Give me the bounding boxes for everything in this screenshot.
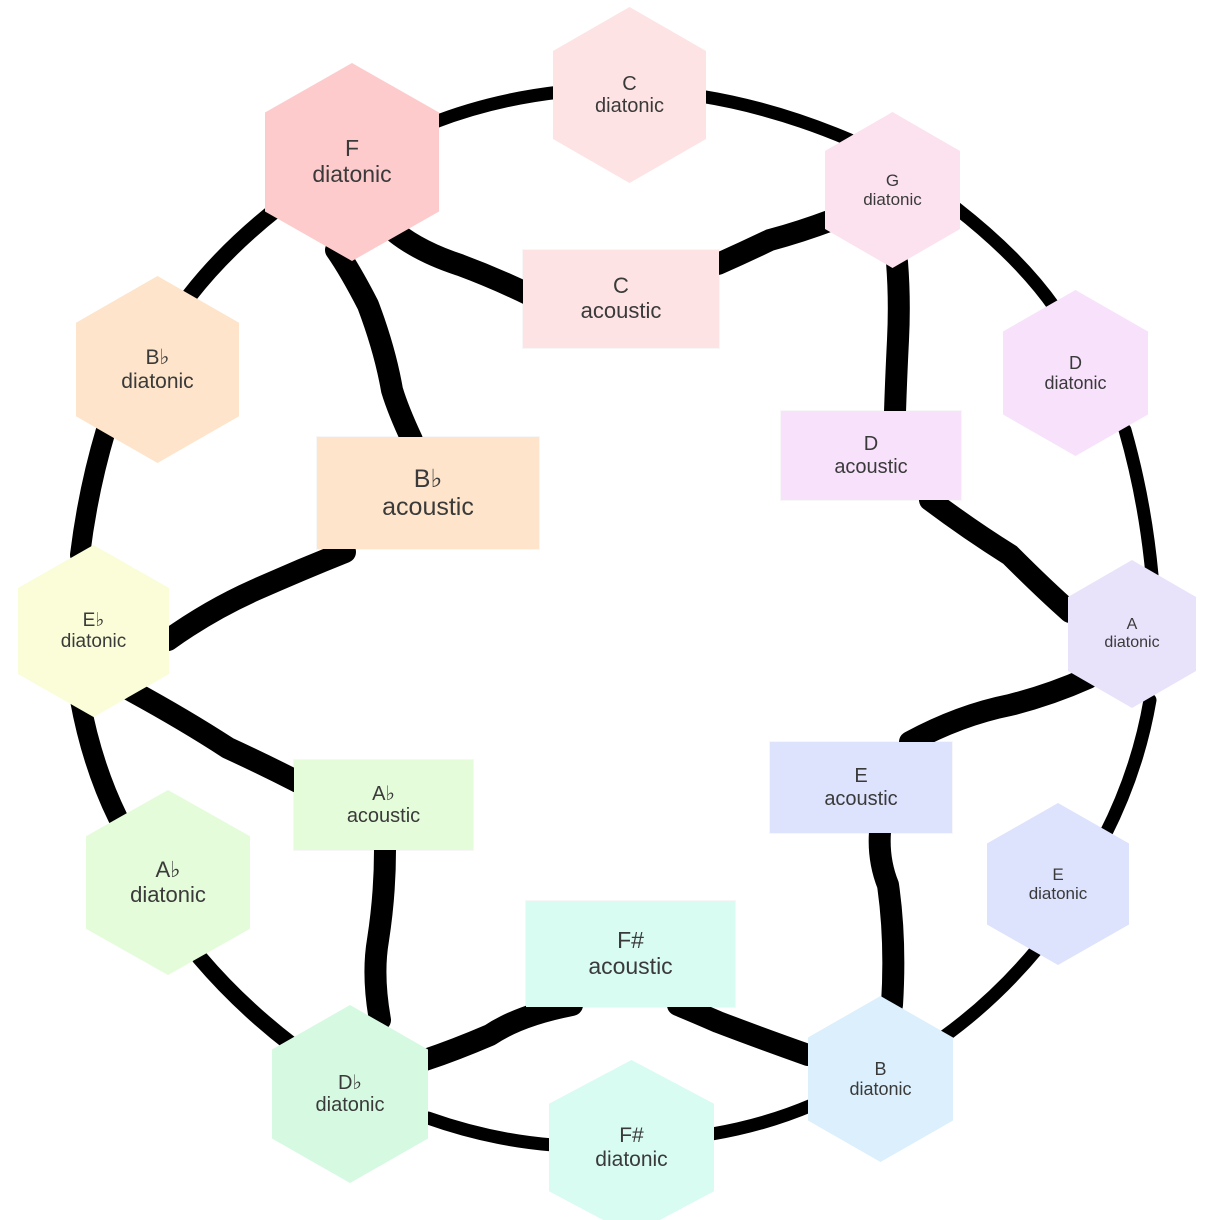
node-fs-acoustic-note: F# bbox=[617, 927, 644, 954]
edge-f-diatonic-c-acoustic bbox=[384, 221, 541, 306]
node-eb-diatonic-note: E♭ bbox=[82, 609, 105, 631]
node-c-diatonic-note: C bbox=[622, 72, 637, 95]
edge-db-diatonic-ab-diatonic bbox=[192, 950, 300, 1053]
node-ab-diatonic-note: A♭ bbox=[155, 856, 181, 882]
node-e-acoustic-kind: acoustic bbox=[824, 787, 898, 810]
edge-b-diatonic-fs-acoustic bbox=[667, 994, 819, 1066]
edge-g-diatonic-d-diatonic bbox=[949, 201, 1062, 315]
node-b-diatonic-kind: diatonic bbox=[849, 1079, 912, 1099]
node-eb-diatonic: E♭ diatonic bbox=[18, 545, 169, 717]
edge-e-acoustic-b-diatonic bbox=[868, 821, 905, 1016]
node-bb-acoustic-note: B♭ bbox=[413, 465, 443, 493]
node-db-diatonic-note: D♭ bbox=[338, 1071, 362, 1094]
node-d-acoustic-kind: acoustic bbox=[834, 455, 908, 478]
edge-a-diatonic-e-acoustic bbox=[899, 667, 1099, 753]
node-db-diatonic-kind: diatonic bbox=[315, 1094, 385, 1116]
node-bb-acoustic: B♭ acoustic bbox=[317, 437, 539, 549]
edge-bb-diatonic-f-diatonic bbox=[182, 200, 286, 303]
node-f-diatonic-note: F bbox=[344, 135, 360, 162]
node-bb-diatonic-kind: diatonic bbox=[121, 369, 194, 393]
node-fs-diatonic-kind: diatonic bbox=[595, 1147, 668, 1171]
node-a-diatonic-note: A bbox=[1126, 616, 1138, 634]
node-b-diatonic-note: B bbox=[874, 1058, 887, 1079]
edge-a-diatonic-e-diatonic bbox=[1098, 693, 1157, 842]
node-c-acoustic-kind: acoustic bbox=[580, 298, 662, 323]
node-d-diatonic-note: D bbox=[1068, 352, 1082, 373]
node-e-diatonic-note: E bbox=[1052, 864, 1064, 884]
node-a-diatonic-kind: diatonic bbox=[1104, 634, 1160, 651]
node-ab-acoustic: A♭ acoustic bbox=[294, 760, 473, 850]
edge-b-diatonic-fs-diatonic bbox=[705, 1098, 819, 1141]
node-e-acoustic-note: E bbox=[854, 765, 868, 788]
node-c-acoustic-note: C bbox=[613, 273, 629, 299]
edge-ab-acoustic-eb-diatonic bbox=[119, 679, 309, 793]
edge-fs-acoustic-db-diatonic bbox=[414, 994, 583, 1071]
edge-eb-diatonic-bb-diatonic bbox=[70, 420, 116, 565]
edge-ab-diatonic-eb-diatonic bbox=[70, 690, 128, 828]
edge-g-diatonic-d-acoustic bbox=[884, 251, 910, 423]
node-bb-diatonic-note: B♭ bbox=[145, 345, 170, 369]
node-ab-acoustic-note: A♭ bbox=[372, 782, 395, 805]
node-d-diatonic-kind: diatonic bbox=[1044, 373, 1107, 393]
node-f-diatonic-kind: diatonic bbox=[312, 161, 392, 187]
node-ab-acoustic-kind: acoustic bbox=[346, 805, 421, 827]
node-g-diatonic-note: G bbox=[885, 170, 900, 190]
node-ab-diatonic-kind: diatonic bbox=[130, 881, 206, 907]
node-fs-diatonic-note: F# bbox=[619, 1123, 644, 1147]
node-fs-acoustic: F# acoustic bbox=[526, 901, 735, 1007]
edge-eb-diatonic-bb-acoustic bbox=[157, 541, 356, 651]
edge-d-diatonic-a-diatonic bbox=[1118, 423, 1159, 582]
edge-fs-diatonic-db-diatonic bbox=[421, 1111, 560, 1152]
node-eb-diatonic-kind: diatonic bbox=[60, 631, 127, 652]
edge-e-diatonic-b-diatonic bbox=[935, 941, 1045, 1045]
node-fs-acoustic-kind: acoustic bbox=[588, 953, 673, 979]
edge-f-diatonic-c-diatonic bbox=[423, 85, 567, 131]
node-e-diatonic-kind: diatonic bbox=[1028, 884, 1088, 903]
edge-g-diatonic-c-acoustic bbox=[707, 209, 843, 275]
node-bb-acoustic-kind: acoustic bbox=[382, 493, 474, 521]
edge-bb-acoustic-f-diatonic bbox=[325, 239, 423, 451]
node-c-diatonic-kind: diatonic bbox=[595, 95, 664, 117]
edge-db-diatonic-ab-acoustic bbox=[364, 839, 396, 1031]
edge-c-diatonic-g-diatonic bbox=[693, 89, 857, 147]
node-g-diatonic-kind: diatonic bbox=[863, 190, 922, 209]
edge-d-acoustic-a-diatonic bbox=[919, 489, 1081, 623]
node-d-acoustic-note: D bbox=[863, 433, 879, 456]
